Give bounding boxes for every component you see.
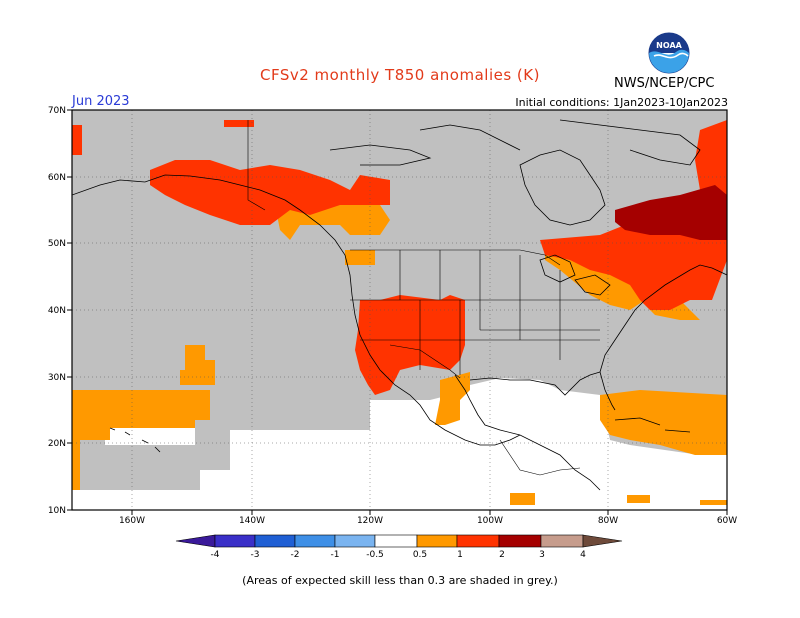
colorbar-3-4 — [540, 534, 584, 548]
lon-label: 100W — [477, 516, 503, 526]
colorbar-label: -1 — [331, 550, 340, 560]
colorbar-label: 4 — [580, 550, 586, 560]
logo-text: NOAA — [656, 41, 682, 50]
lon-label: 60W — [717, 516, 737, 526]
colorbar-label: 2 — [499, 550, 505, 560]
lat-label: 10N — [48, 506, 66, 516]
lon-label: 80W — [598, 516, 618, 526]
map-area — [72, 110, 727, 510]
lon-label: 140W — [239, 516, 265, 526]
lon-label: 120W — [357, 516, 383, 526]
colorbar-label: -4 — [211, 550, 220, 560]
colorbar-05-1 — [416, 534, 458, 548]
latitude-labels: 70N 60N 50N 40N 30N 20N 10N — [48, 106, 66, 516]
colorbar-2-3 — [498, 534, 542, 548]
footnote: (Areas of expected skill less than 0.3 a… — [242, 574, 558, 587]
colorbar-lt-neg4 — [175, 534, 216, 548]
lon-label: 160W — [119, 516, 145, 526]
lat-label: 70N — [48, 106, 66, 116]
forecast-month: Jun 2023 — [72, 94, 130, 109]
colorbar-neutral — [374, 534, 418, 548]
lat-label: 60N — [48, 173, 66, 183]
anomaly-2-3-darkred — [615, 185, 727, 240]
graticule — [72, 110, 727, 510]
colorbar-neg2-neg1 — [294, 534, 336, 548]
colorbar-label: 3 — [539, 550, 545, 560]
initial-conditions: Initial conditions: 1Jan2023-10Jan2023 — [515, 96, 728, 109]
longitude-labels: 160W 140W 120W 100W 80W 60W — [119, 516, 737, 526]
colorbar-neg4-neg3 — [214, 534, 256, 548]
colorbar-1-2 — [456, 534, 500, 548]
colorbar-label: 0.5 — [413, 550, 427, 560]
colorbar-label: 1 — [457, 550, 463, 560]
colorbar-label: -2 — [291, 550, 300, 560]
map-ticks — [67, 109, 728, 515]
colorbar-label: -0.5 — [366, 550, 384, 560]
lat-label: 40N — [48, 306, 66, 316]
noaa-logo-icon: NOAA — [648, 32, 690, 74]
colorbar-label: -3 — [251, 550, 260, 560]
white-neutral-hawaii-band — [105, 425, 195, 445]
political-borders — [247, 120, 600, 476]
white-neutral-tropics — [72, 378, 727, 510]
lat-label: 50N — [48, 239, 66, 249]
colorbar — [175, 534, 623, 548]
lat-label: 20N — [48, 439, 66, 449]
colorbar-neg3-neg2 — [254, 534, 296, 548]
colorbar-labels: -4 -3 -2 -1 -0.5 0.5 1 2 3 4 — [211, 550, 587, 560]
colorbar-neg1-neg05 — [334, 534, 376, 548]
lat-label: 30N — [48, 373, 66, 383]
colorbar-gt-4 — [582, 534, 623, 548]
chart-title: CFSv2 monthly T850 anomalies (K) — [260, 66, 540, 84]
coastlines — [72, 119, 727, 491]
agency-label: NWS/NCEP/CPC — [614, 76, 715, 91]
